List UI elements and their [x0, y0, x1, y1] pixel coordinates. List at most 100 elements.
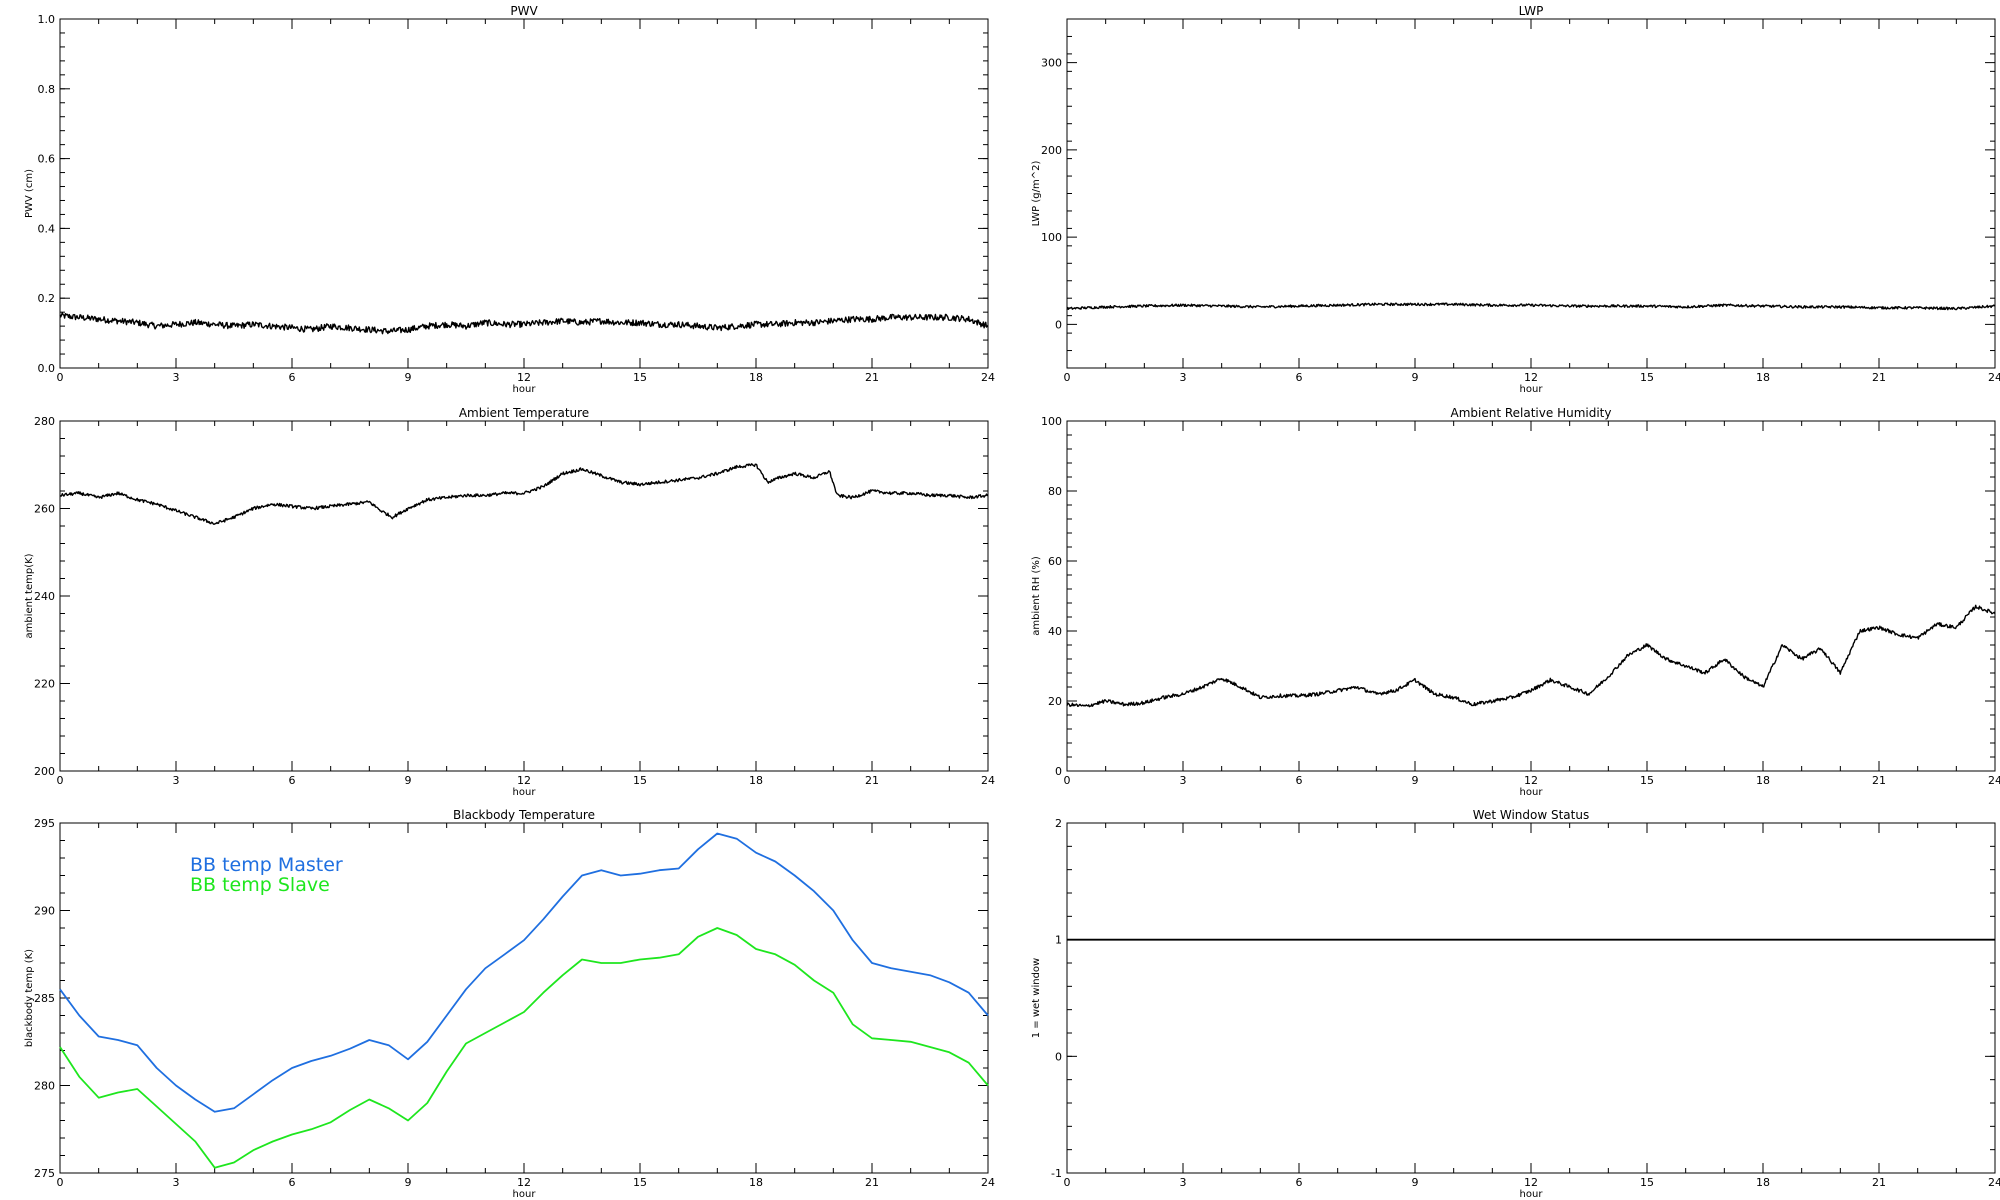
x-tick-label: 24 — [981, 371, 995, 384]
chart-title: Wet Window Status — [1473, 808, 1589, 822]
chart-panel: LWP 0 3 6 9 12 15 18 21 24 hour 0 100 200 300 LWP (g/m^… — [1031, 4, 2000, 395]
chart-title: Ambient Relative Humidity — [1451, 406, 1612, 420]
series-line — [1066, 302, 1996, 311]
x-axis-label: hour — [1520, 787, 1544, 798]
y-tick-label: 285 — [34, 992, 55, 1005]
x-tick-label: 3 — [173, 774, 180, 787]
x-tick-label: 6 — [1296, 1176, 1303, 1189]
x-tick-label: 21 — [1872, 371, 1886, 384]
y-axis-label: ambient temp(K) — [24, 553, 35, 638]
x-tick-label: 6 — [289, 774, 296, 787]
series-line — [1066, 604, 1996, 708]
y-tick-label: -1 — [1051, 1167, 1062, 1180]
x-tick-label: 3 — [1180, 371, 1187, 384]
y-tick-label: 280 — [34, 415, 55, 428]
x-tick-label: 9 — [405, 1176, 412, 1189]
x-tick-label: 9 — [405, 371, 412, 384]
y-axis-label: LWP (g/m^2) — [1031, 161, 1042, 227]
chart-title: PWV — [510, 4, 538, 18]
y-tick-label: 280 — [34, 1080, 55, 1093]
chart-panel: PWV 0 3 6 9 12 15 18 21 24 hour 0.0 0.2 0.4 0.6 0.8 1.0 P… — [24, 4, 995, 395]
x-tick-label: 12 — [1524, 371, 1538, 384]
x-tick-label: 12 — [517, 774, 531, 787]
y-tick-label: 1.0 — [38, 13, 56, 26]
y-axis-label: PWV (cm) — [24, 169, 35, 218]
y-tick-label: 100 — [1041, 231, 1062, 244]
series-line-bb-temp-slave — [59, 927, 989, 1169]
x-tick-label: 18 — [749, 1176, 763, 1189]
x-tick-label: 24 — [1988, 371, 2000, 384]
y-tick-label: 220 — [34, 678, 55, 691]
y-tick-label: 80 — [1048, 485, 1062, 498]
x-tick-label: 15 — [1640, 1176, 1654, 1189]
x-tick-label: 24 — [1988, 774, 2000, 787]
x-axis-label: hour — [513, 1189, 537, 1200]
x-tick-label: 12 — [1524, 1176, 1538, 1189]
chart-title: Blackbody Temperature — [453, 808, 595, 822]
legend-entry: BB temp Master — [190, 854, 343, 876]
x-tick-label: 0 — [1064, 1176, 1071, 1189]
x-tick-label: 6 — [1296, 371, 1303, 384]
y-tick-label: 0.2 — [38, 292, 56, 305]
x-tick-label: 12 — [1524, 774, 1538, 787]
y-tick-label: 1 — [1055, 934, 1062, 947]
x-tick-label: 9 — [1412, 774, 1419, 787]
x-tick-label: 18 — [1756, 371, 1770, 384]
x-tick-label: 12 — [517, 371, 531, 384]
x-tick-label: 3 — [1180, 774, 1187, 787]
x-tick-label: 24 — [981, 774, 995, 787]
y-tick-label: 295 — [34, 817, 55, 830]
chart-panel: Ambient Temperature 0 3 6 9 12 15 18 21 24 hour 200… — [24, 406, 995, 798]
x-tick-label: 0 — [1064, 774, 1071, 787]
x-tick-label: 21 — [865, 1176, 879, 1189]
plot-frame — [59, 420, 989, 772]
y-tick-label: 40 — [1048, 625, 1062, 638]
series-line — [59, 312, 989, 335]
x-tick-label: 3 — [1180, 1176, 1187, 1189]
x-tick-label: 6 — [289, 371, 296, 384]
chart-panel: Blackbody Temperature 0 3 6 9 12 15 18 21 24 hour 2… — [24, 808, 995, 1200]
x-tick-label: 21 — [865, 371, 879, 384]
plot-frame — [1066, 18, 1996, 369]
x-tick-label: 0 — [57, 774, 64, 787]
series-line-bb-temp-master — [59, 832, 989, 1113]
x-tick-label: 18 — [1756, 774, 1770, 787]
y-tick-label: 2 — [1055, 817, 1062, 830]
y-tick-label: 240 — [34, 590, 55, 603]
plot-frame — [1066, 420, 1996, 772]
y-tick-label: 20 — [1048, 695, 1062, 708]
plot-frame — [1066, 822, 1996, 1174]
y-tick-label: 0 — [1055, 1050, 1062, 1063]
x-tick-label: 15 — [1640, 371, 1654, 384]
x-tick-label: 15 — [633, 371, 647, 384]
x-tick-label: 21 — [865, 774, 879, 787]
y-tick-label: 200 — [1041, 144, 1062, 157]
series-line — [59, 463, 989, 525]
x-axis-label: hour — [1520, 384, 1544, 395]
y-tick-label: 200 — [34, 765, 55, 778]
y-tick-label: 100 — [1041, 415, 1062, 428]
y-tick-label: 300 — [1041, 57, 1062, 70]
x-tick-label: 18 — [1756, 1176, 1770, 1189]
plot-frame — [59, 18, 989, 369]
chart-panel: Ambient Relative Humidity 0 3 6 9 12 15 18 21 24 h… — [1031, 406, 2000, 798]
x-tick-label: 0 — [1064, 371, 1071, 384]
x-tick-label: 6 — [289, 1176, 296, 1189]
x-tick-label: 15 — [1640, 774, 1654, 787]
y-tick-label: 0.8 — [38, 83, 56, 96]
y-tick-label: 0 — [1055, 765, 1062, 778]
x-tick-label: 3 — [173, 1176, 180, 1189]
x-tick-label: 9 — [1412, 371, 1419, 384]
chart-title: LWP — [1519, 4, 1544, 18]
x-tick-label: 18 — [749, 774, 763, 787]
x-tick-label: 0 — [57, 371, 64, 384]
y-tick-label: 60 — [1048, 555, 1062, 568]
y-tick-label: 0.0 — [38, 362, 56, 375]
chart-title: Ambient Temperature — [459, 406, 589, 420]
x-tick-label: 21 — [1872, 774, 1886, 787]
x-tick-label: 9 — [1412, 1176, 1419, 1189]
x-axis-label: hour — [513, 384, 537, 395]
x-axis-label: hour — [513, 787, 537, 798]
x-tick-label: 15 — [633, 1176, 647, 1189]
